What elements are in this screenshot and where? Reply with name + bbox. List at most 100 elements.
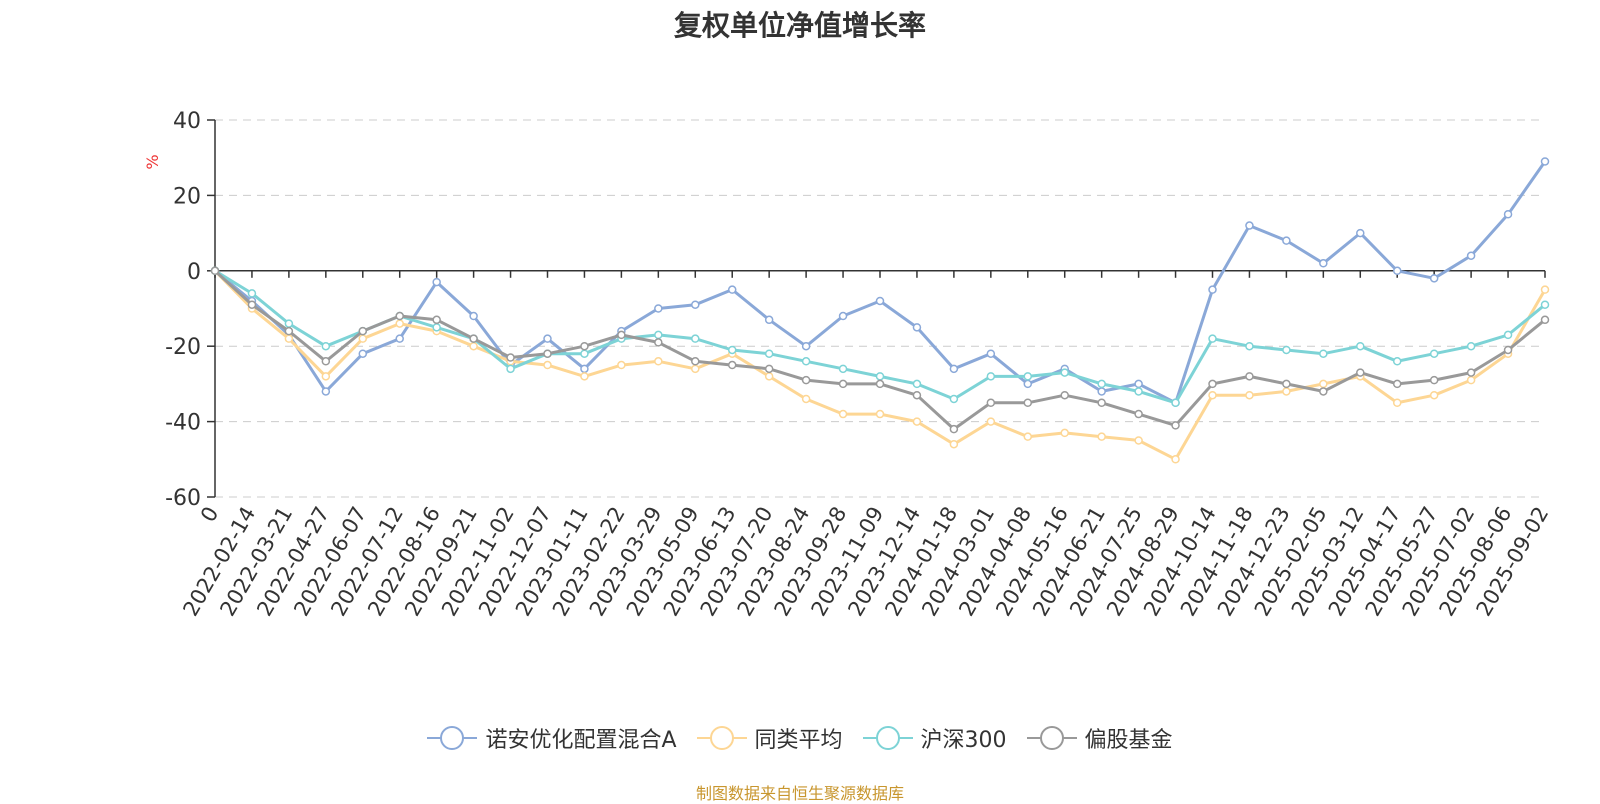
data-point <box>1023 432 1033 441</box>
data-point <box>1245 221 1254 230</box>
data-point <box>469 311 478 321</box>
data-point <box>1060 390 1069 400</box>
data-point <box>1171 398 1180 407</box>
data-point <box>1245 372 1254 381</box>
data-point <box>1134 379 1143 389</box>
y-tick-label: 0 <box>187 260 201 285</box>
data-point <box>1282 345 1291 355</box>
data-point <box>1392 379 1402 389</box>
legend: 诺安优化配置混合A 同类平均 沪深300 偏股基金 <box>0 722 1600 754</box>
data-point <box>506 353 515 362</box>
legend-marker-icon <box>427 726 478 750</box>
data-point <box>1503 345 1513 355</box>
data-point <box>580 372 589 381</box>
data-point <box>875 409 885 419</box>
data-point <box>838 311 848 321</box>
data-point <box>1503 210 1513 219</box>
data-point <box>986 372 996 381</box>
data-point <box>284 326 294 336</box>
data-point <box>1429 375 1439 385</box>
data-point <box>321 341 331 351</box>
y-axis-label: % <box>143 154 162 169</box>
data-point <box>949 364 959 374</box>
data-point <box>764 315 774 325</box>
data-point <box>284 334 294 343</box>
y-tick-label: -60 <box>165 486 201 511</box>
data-point <box>1282 387 1291 396</box>
data-point <box>210 266 220 276</box>
series-line <box>214 160 1547 405</box>
data-point <box>838 409 848 419</box>
data-point <box>1023 372 1033 381</box>
data-point <box>764 364 774 374</box>
data-point <box>691 364 700 374</box>
data-point <box>1392 266 1402 276</box>
data-point <box>1392 357 1402 366</box>
data-point <box>764 372 774 381</box>
data-point <box>1134 436 1143 445</box>
data-point <box>1429 390 1439 400</box>
data-point <box>654 330 663 340</box>
data-point <box>727 360 737 370</box>
data-point <box>1245 390 1254 400</box>
legend-label: 沪深300 <box>920 728 1007 753</box>
data-point <box>949 394 959 404</box>
legend-item[interactable]: 同类平均 <box>696 722 843 754</box>
data-point <box>691 334 700 343</box>
data-point <box>654 357 663 366</box>
data-point <box>1245 341 1254 351</box>
data-point <box>801 357 811 366</box>
data-point <box>1540 157 1550 166</box>
data-point <box>1466 341 1476 351</box>
data-point <box>1540 300 1550 309</box>
data-point <box>1208 285 1217 294</box>
data-point <box>580 341 589 351</box>
data-point <box>432 315 441 325</box>
legend-item[interactable]: 沪深300 <box>862 722 1007 754</box>
data-point <box>321 357 331 366</box>
data-point <box>1208 379 1217 389</box>
data-point <box>654 338 663 347</box>
data-point <box>1134 409 1143 419</box>
data-point <box>986 417 996 426</box>
data-point <box>284 319 294 328</box>
data-point <box>838 379 848 389</box>
data-point <box>1282 236 1291 245</box>
data-point <box>727 345 737 355</box>
data-point <box>395 319 404 328</box>
y-tick-label: 20 <box>173 184 201 209</box>
data-point <box>1208 390 1217 400</box>
data-point <box>801 394 811 404</box>
data-point <box>801 341 811 351</box>
data-point <box>1171 455 1180 464</box>
legend-label: 同类平均 <box>754 728 843 753</box>
y-tick-label: -20 <box>165 335 201 360</box>
data-point <box>1356 368 1365 377</box>
data-point <box>1023 398 1033 407</box>
legend-label: 诺安优化配置混合A <box>485 728 677 753</box>
line-chart: 40200-20-40-60%02022-02-142022-03-212022… <box>143 109 1553 620</box>
data-point <box>1392 398 1402 407</box>
data-point <box>1356 228 1365 238</box>
data-point <box>727 285 737 294</box>
legend-item[interactable]: 偏股基金 <box>1026 722 1173 754</box>
legend-item[interactable]: 诺安优化配置混合A <box>427 722 677 754</box>
data-point <box>543 334 552 343</box>
data-point <box>617 330 626 340</box>
data-point <box>1097 432 1106 441</box>
data-point <box>1319 387 1328 396</box>
data-point <box>506 364 515 374</box>
legend-marker-icon <box>862 726 913 750</box>
data-point <box>543 349 552 358</box>
data-point <box>580 364 589 374</box>
data-point <box>358 326 368 336</box>
data-point <box>875 372 885 381</box>
data-point <box>617 360 626 370</box>
data-point <box>1466 368 1476 377</box>
data-point <box>1429 349 1439 358</box>
data-point <box>1060 428 1069 438</box>
y-tick-label: -40 <box>165 411 201 436</box>
data-point <box>1023 379 1033 389</box>
data-point <box>875 296 885 306</box>
data-point <box>1466 251 1476 260</box>
